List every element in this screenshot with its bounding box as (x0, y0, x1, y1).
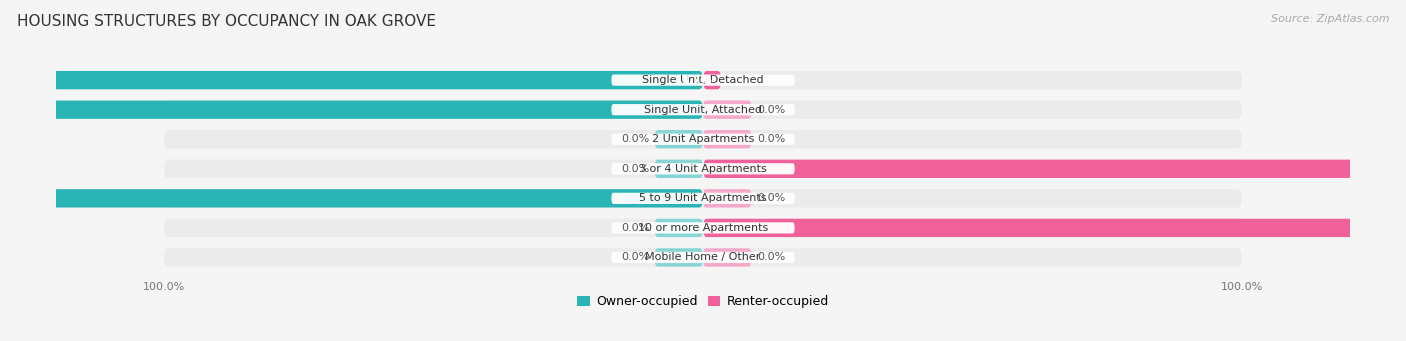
Legend: Owner-occupied, Renter-occupied: Owner-occupied, Renter-occupied (572, 290, 834, 313)
FancyBboxPatch shape (165, 160, 1241, 178)
FancyBboxPatch shape (655, 160, 703, 178)
FancyBboxPatch shape (655, 219, 703, 237)
FancyBboxPatch shape (165, 101, 1241, 119)
FancyBboxPatch shape (0, 189, 703, 208)
Text: Mobile Home / Other: Mobile Home / Other (645, 252, 761, 263)
FancyBboxPatch shape (703, 189, 751, 208)
FancyBboxPatch shape (612, 104, 794, 115)
Text: 0.0%: 0.0% (621, 164, 650, 174)
FancyBboxPatch shape (612, 163, 794, 174)
FancyBboxPatch shape (0, 101, 703, 119)
FancyBboxPatch shape (612, 222, 794, 234)
FancyBboxPatch shape (655, 130, 703, 148)
Text: 0.0%: 0.0% (621, 252, 650, 263)
Text: 0.0%: 0.0% (621, 134, 650, 144)
FancyBboxPatch shape (165, 189, 1241, 208)
FancyBboxPatch shape (165, 219, 1241, 237)
Text: 5 to 9 Unit Apartments: 5 to 9 Unit Apartments (640, 193, 766, 203)
Text: Single Unit, Detached: Single Unit, Detached (643, 75, 763, 85)
FancyBboxPatch shape (165, 248, 1241, 267)
FancyBboxPatch shape (165, 71, 1241, 89)
FancyBboxPatch shape (703, 219, 1406, 237)
FancyBboxPatch shape (0, 71, 703, 89)
FancyBboxPatch shape (703, 101, 751, 119)
FancyBboxPatch shape (612, 134, 794, 145)
Text: 0.0%: 0.0% (756, 193, 785, 203)
FancyBboxPatch shape (612, 193, 794, 204)
Text: 2 Unit Apartments: 2 Unit Apartments (652, 134, 754, 144)
FancyBboxPatch shape (165, 130, 1241, 148)
Text: Single Unit, Attached: Single Unit, Attached (644, 105, 762, 115)
Text: Source: ZipAtlas.com: Source: ZipAtlas.com (1271, 14, 1389, 24)
Text: 10 or more Apartments: 10 or more Apartments (638, 223, 768, 233)
FancyBboxPatch shape (612, 75, 794, 86)
FancyBboxPatch shape (703, 160, 1406, 178)
FancyBboxPatch shape (612, 252, 794, 263)
Text: 0.0%: 0.0% (756, 134, 785, 144)
FancyBboxPatch shape (703, 71, 721, 89)
FancyBboxPatch shape (703, 248, 751, 267)
Text: HOUSING STRUCTURES BY OCCUPANCY IN OAK GROVE: HOUSING STRUCTURES BY OCCUPANCY IN OAK G… (17, 14, 436, 29)
Text: 1.7%: 1.7% (682, 75, 713, 85)
Text: 3 or 4 Unit Apartments: 3 or 4 Unit Apartments (640, 164, 766, 174)
FancyBboxPatch shape (655, 248, 703, 267)
Text: 0.0%: 0.0% (756, 252, 785, 263)
FancyBboxPatch shape (703, 130, 751, 148)
Text: 0.0%: 0.0% (621, 223, 650, 233)
Text: 0.0%: 0.0% (756, 105, 785, 115)
